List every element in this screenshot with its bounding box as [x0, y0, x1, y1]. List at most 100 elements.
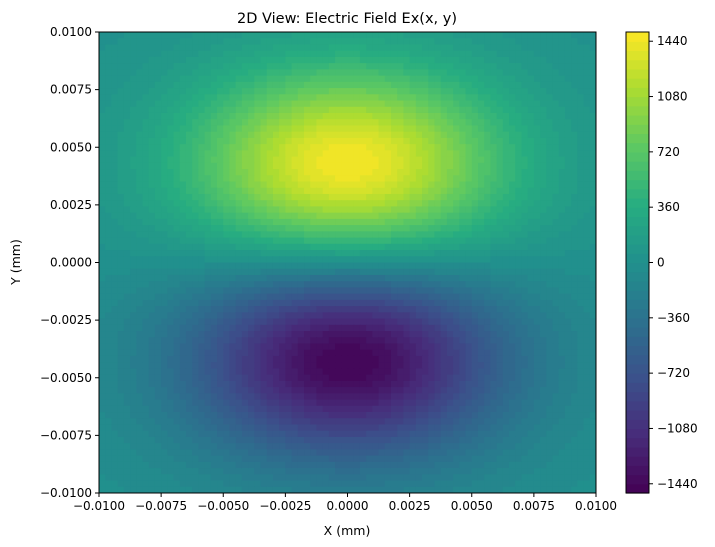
contour-cell [564, 380, 572, 388]
contour-cell [241, 256, 249, 264]
contour-cell [403, 299, 411, 307]
contour-cell [490, 200, 498, 208]
contour-cell [440, 231, 448, 239]
contour-cell [496, 225, 504, 232]
contour-cell [527, 343, 535, 351]
contour-cell [123, 262, 131, 270]
contour-cell [484, 243, 491, 251]
contour-cell [310, 405, 318, 413]
contour-cell [422, 362, 429, 370]
contour-cell [453, 318, 460, 326]
contour-cell [347, 56, 355, 64]
contour-cell [161, 81, 168, 89]
contour-cell [521, 412, 529, 419]
contour-cell [527, 218, 535, 226]
contour-cell [577, 119, 585, 127]
contour-cell [167, 337, 175, 345]
contour-cell [173, 150, 181, 158]
contour-cell [279, 418, 286, 426]
contour-cell [161, 312, 168, 320]
contour-cell [235, 368, 243, 376]
contour-cell [422, 281, 429, 289]
contour-cell [229, 343, 237, 351]
contour-cell [577, 393, 585, 401]
contour-cell [241, 349, 249, 357]
contour-cell [316, 399, 324, 407]
contour-cell [248, 250, 255, 257]
contour-cell [130, 287, 137, 295]
contour-cell [260, 343, 268, 351]
contour-cell [459, 281, 467, 289]
contour-cell [583, 63, 591, 70]
contour-cell [558, 380, 566, 388]
contour-cell [105, 218, 113, 226]
contour-cell [123, 393, 131, 401]
contour-cell [571, 324, 578, 332]
contour-cell [105, 337, 113, 345]
contour-cell [248, 32, 255, 39]
contour-cell [440, 169, 448, 176]
contour-cell [533, 162, 541, 170]
contour-cell [291, 162, 299, 170]
contour-cell [161, 162, 168, 170]
contour-cell [477, 405, 485, 413]
contour-cell [142, 88, 150, 95]
contour-cell [372, 169, 380, 176]
contour-cell [564, 393, 572, 401]
contour-cell [533, 156, 541, 164]
contour-cell [347, 50, 355, 58]
contour-cell [304, 150, 311, 158]
contour-cell [409, 206, 417, 214]
contour-cell [154, 212, 162, 220]
contour-cell [105, 32, 113, 39]
contour-cell [372, 287, 380, 295]
contour-cell [130, 44, 137, 52]
contour-cell [192, 63, 199, 70]
contour-cell [397, 274, 405, 282]
contour-cell [217, 287, 224, 295]
contour-cell [99, 418, 106, 426]
contour-cell [198, 137, 206, 145]
contour-cell [123, 299, 131, 307]
contour-cell [328, 137, 336, 145]
contour-cell [304, 69, 311, 77]
contour-cell [422, 32, 429, 39]
contour-cell [198, 106, 206, 114]
contour-cell [589, 125, 596, 133]
contour-cell [515, 250, 523, 257]
contour-cell [99, 380, 106, 388]
contour-cell [335, 131, 342, 139]
contour-cell [142, 405, 150, 413]
contour-cell [105, 237, 113, 245]
contour-cell [422, 355, 429, 363]
contour-cell [540, 287, 547, 295]
contour-cell [142, 324, 150, 332]
contour-cell [589, 237, 596, 245]
contour-cell [415, 175, 423, 183]
contour-cell [185, 355, 193, 363]
contour-cell [583, 293, 591, 301]
contour-cell [546, 212, 554, 220]
contour-cell [471, 156, 479, 164]
contour-cell [521, 281, 529, 289]
contour-cell [161, 206, 168, 214]
contour-cell [428, 137, 436, 145]
contour-cell [515, 175, 523, 183]
contour-cell [210, 125, 218, 133]
contour-cell [272, 312, 280, 320]
contour-cell [533, 206, 541, 214]
contour-cell [353, 44, 361, 52]
contour-cell [310, 231, 318, 239]
contour-cell [509, 63, 516, 70]
contour-cell [167, 137, 175, 145]
contour-cell [527, 75, 535, 83]
contour-cell [229, 156, 237, 164]
contour-cell [217, 262, 224, 270]
contour-cell [111, 88, 119, 95]
contour-cell [459, 200, 467, 208]
contour-cell [148, 50, 156, 58]
contour-cell [204, 349, 212, 357]
contour-cell [341, 44, 349, 52]
contour-cell [217, 293, 224, 301]
contour-cell [241, 81, 249, 89]
